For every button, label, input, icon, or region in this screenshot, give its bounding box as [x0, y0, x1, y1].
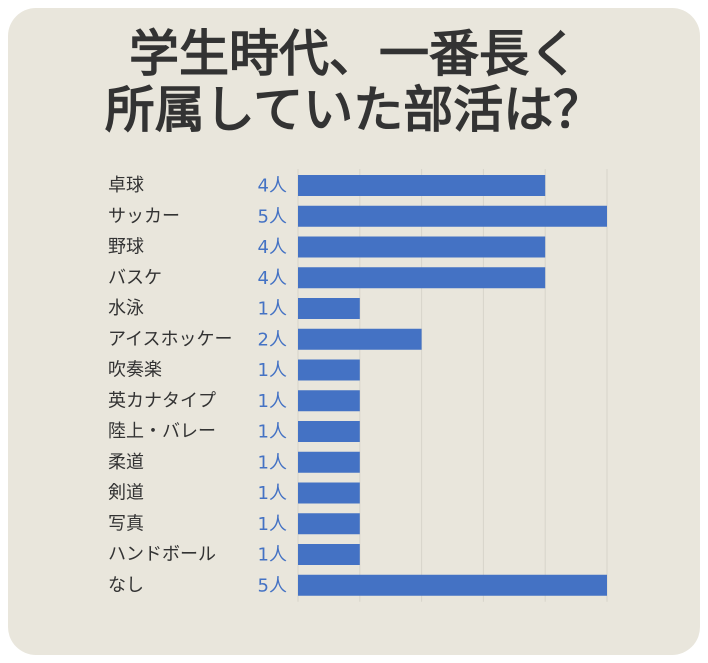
value-number: 4 [258, 175, 269, 196]
bar [298, 267, 546, 289]
category-label: 柔道 [108, 452, 144, 473]
value-unit: 人 [269, 237, 287, 258]
value-number: 1 [258, 390, 269, 411]
value-number: 1 [258, 421, 269, 442]
category-label: ハンドボール [108, 544, 216, 565]
bar [298, 513, 360, 535]
value-label: 5人 [258, 206, 287, 227]
value-label: 2人 [258, 329, 287, 350]
value-label: 4人 [258, 237, 287, 258]
bar [298, 482, 360, 504]
value-number: 1 [258, 360, 269, 381]
bar [298, 421, 360, 442]
category-label: アイスホッケー [108, 329, 233, 350]
value-unit: 人 [269, 513, 287, 534]
bar [298, 298, 360, 319]
value-unit: 人 [269, 206, 287, 227]
value-unit: 人 [269, 452, 287, 473]
value-label: 1人 [258, 360, 287, 381]
value-label: 4人 [258, 175, 287, 196]
category-label: 剣道 [108, 483, 144, 504]
value-unit: 人 [269, 421, 287, 442]
value-unit: 人 [269, 175, 287, 196]
category-label: 卓球 [108, 175, 144, 196]
value-label: 1人 [258, 390, 287, 411]
value-label: 1人 [258, 483, 287, 504]
value-label: 1人 [258, 421, 287, 442]
bar [298, 544, 360, 565]
value-number: 5 [258, 575, 269, 596]
value-number: 1 [258, 298, 269, 319]
bar [298, 328, 422, 350]
value-label: 1人 [258, 452, 287, 473]
category-label: バスケ [108, 267, 162, 288]
value-unit: 人 [269, 544, 287, 565]
value-number: 1 [258, 452, 269, 473]
value-number: 1 [258, 513, 269, 534]
value-unit: 人 [269, 267, 287, 288]
category-label: 野球 [108, 237, 144, 258]
value-unit: 人 [269, 390, 287, 411]
category-label: 吹奏楽 [108, 360, 162, 381]
value-unit: 人 [269, 360, 287, 381]
bar [298, 205, 607, 227]
chart-title-line-1: 学生時代、一番長く [129, 25, 579, 83]
value-number: 5 [258, 206, 269, 227]
category-labels: 卓球サッカー野球バスケ水泳アイスホッケー吹奏楽英カナタイプ陸上・バレー柔道剣道写… [108, 175, 233, 596]
value-label: 1人 [258, 544, 287, 565]
category-label: 水泳 [108, 298, 144, 319]
category-label: 英カナタイプ [108, 390, 216, 411]
category-label: なし [108, 575, 144, 596]
value-unit: 人 [269, 329, 287, 350]
chart-title: 学生時代、一番長く 所属していた部活は？ [8, 26, 700, 138]
chart-title-line-2: 所属していた部活は？ [104, 81, 604, 139]
bar-group [298, 175, 607, 596]
bar [298, 451, 360, 473]
value-unit: 人 [269, 483, 287, 504]
value-unit: 人 [269, 575, 287, 596]
value-unit: 人 [269, 298, 287, 319]
bar [298, 175, 546, 196]
category-label: 陸上・バレー [108, 421, 216, 442]
category-label: サッカー [108, 206, 180, 227]
value-number: 1 [258, 483, 269, 504]
value-number: 4 [258, 267, 269, 288]
value-number: 4 [258, 237, 269, 258]
gridlines [297, 169, 608, 602]
value-label: 1人 [258, 513, 287, 534]
value-number: 1 [258, 544, 269, 565]
value-label: 1人 [258, 298, 287, 319]
bar [298, 390, 360, 412]
value-label: 4人 [258, 267, 287, 288]
value-number: 2 [258, 329, 269, 350]
bar [298, 574, 607, 596]
bar [298, 236, 546, 258]
value-label: 5人 [258, 575, 287, 596]
bar [298, 359, 360, 381]
category-label: 写真 [108, 513, 144, 534]
